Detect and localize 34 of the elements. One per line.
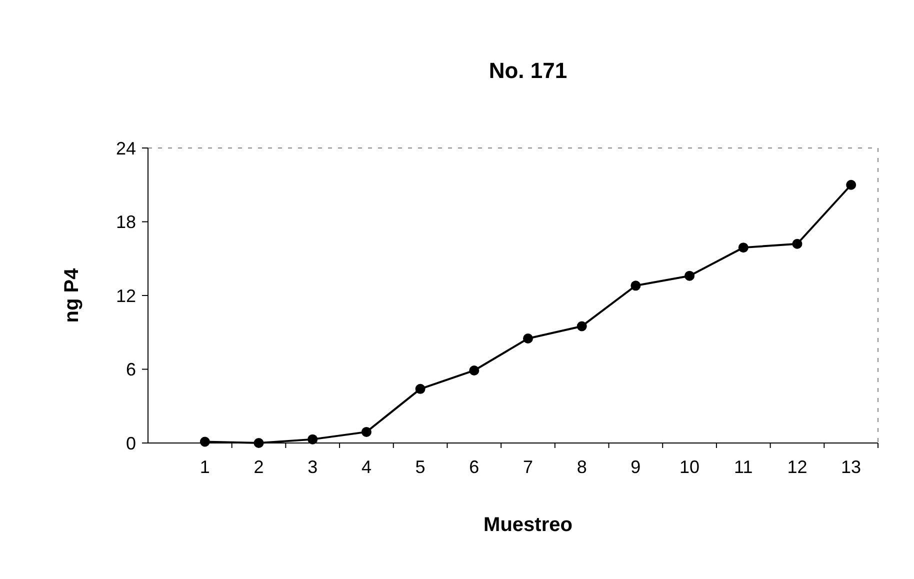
y-tick-label: 6 [126,360,136,380]
y-axis-title: ng P4 [61,267,83,323]
chart-title: No. 171 [488,58,568,83]
x-tick-label: 10 [680,457,700,477]
point [254,438,264,448]
point [523,334,533,344]
x-tick-label: 12 [787,457,808,477]
y-tick-label: 0 [126,433,136,454]
x-tick-label: 7 [522,457,534,477]
point [576,321,587,332]
y-tick-label: 12 [116,286,136,306]
point [361,426,372,437]
x-tick-label: 3 [308,457,318,477]
point [200,436,210,447]
point [846,180,856,190]
x-tick-label: 2 [254,457,264,477]
point [738,242,748,253]
point [415,384,426,394]
x-tick-label: 1 [200,457,210,477]
x-tick-label: 5 [415,457,426,477]
point [630,280,641,291]
point [684,270,695,281]
x-tick-label: 8 [576,457,587,477]
x-tick-label: 4 [361,457,372,477]
x-axis-title: Muestreo [484,514,572,536]
x-tick-label: 6 [469,457,480,477]
point [308,434,318,444]
point [792,238,802,249]
y-tick-label: 18 [116,212,136,232]
x-tick-label: 13 [841,457,862,477]
point [469,365,480,376]
x-tick-label: 11 [734,457,753,477]
x-tick-label: 9 [630,457,641,477]
y-tick-label: 24 [116,138,136,158]
